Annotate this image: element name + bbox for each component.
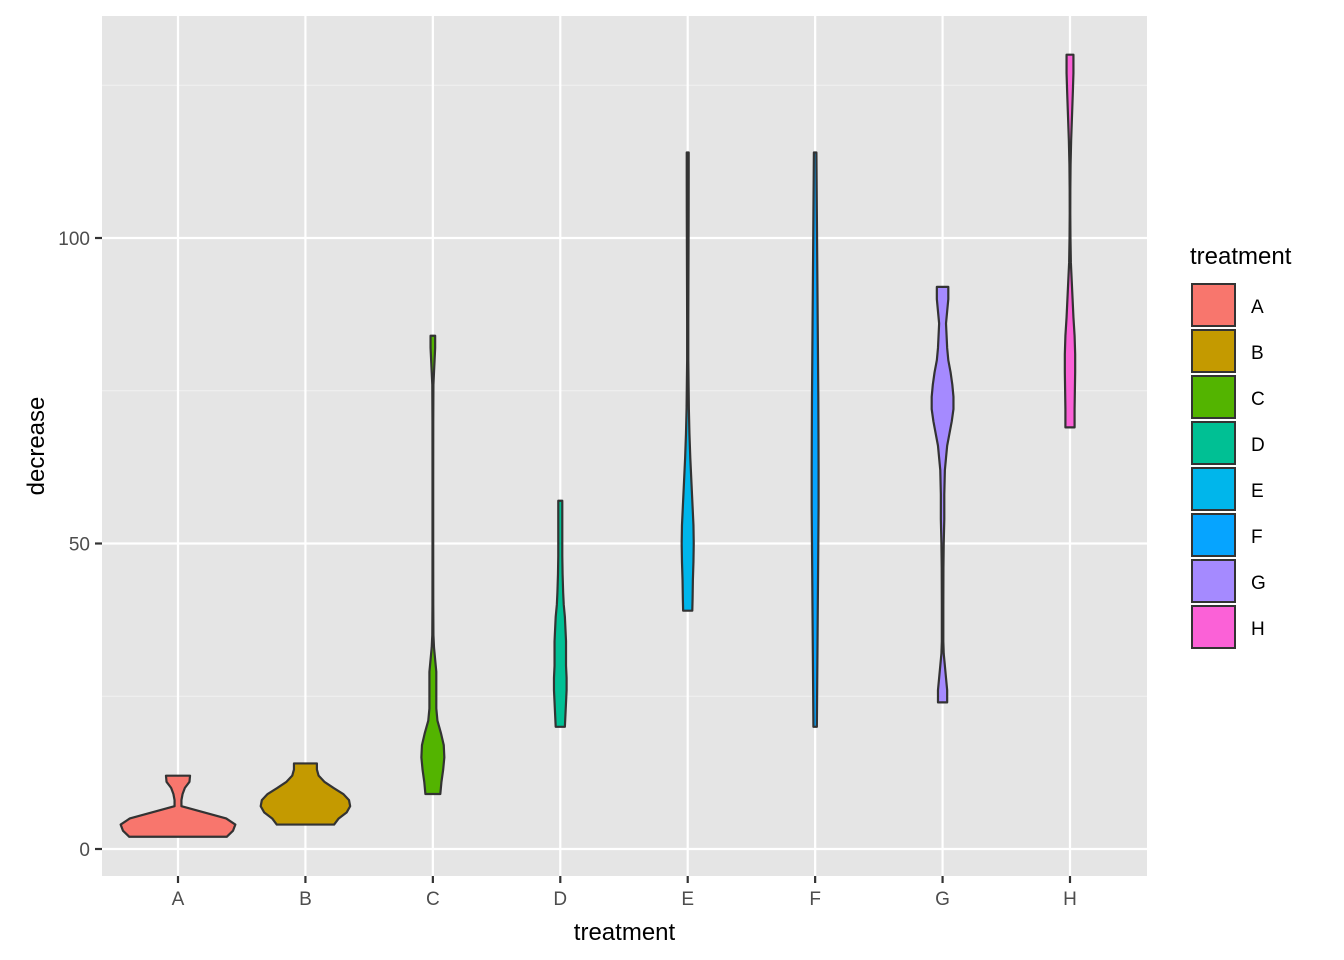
legend-key-g [1191,559,1236,603]
x-tick-label: F [809,889,821,910]
legend-label: C [1251,389,1265,410]
legend-label: B [1251,343,1264,364]
legend-key-a [1191,283,1236,327]
violin-g [930,285,955,704]
legend-label: E [1251,481,1264,502]
x-tick-label: G [935,889,950,910]
violin-d [552,499,568,728]
legend-label: F [1251,527,1263,548]
legend-key-c [1191,375,1236,419]
x-tick-label: A [172,889,185,910]
x-tick-label: D [553,889,567,910]
legend-label: G [1251,573,1266,594]
legend-label: A [1251,297,1264,318]
legend-key-b [1191,329,1236,373]
plot-panel [102,16,1147,876]
legend-label: D [1251,435,1265,456]
y-axis-title: decrease [23,397,50,496]
violin-c [420,334,446,796]
legend-label: H [1251,619,1265,640]
x-tick-label: C [426,889,440,910]
legend: treatment A B C D E F G H [1190,243,1292,649]
minor-gridlines [102,84,1147,697]
violin-h [1063,53,1077,429]
legend-key-d [1191,421,1236,465]
violin-series [119,53,1077,838]
legend-key-h [1191,605,1236,649]
x-tick-label: H [1063,889,1077,910]
x-tick-label: E [681,889,694,910]
violin-b [259,762,352,826]
x-axis-title: treatment [574,919,676,946]
legend-items: A B C D E F G H [1191,283,1266,649]
violin-f [810,151,820,728]
y-tick-label: 50 [69,535,90,556]
x-tick-label: B [299,889,312,910]
y-tick-label: 0 [79,840,90,861]
violin-e [680,151,695,612]
y-axis: 0 50 100 [58,229,102,861]
legend-title: treatment [1190,243,1292,270]
y-tick-label: 100 [58,229,90,250]
x-axis: A B C D E F G H [172,876,1077,910]
legend-key-f [1191,513,1236,557]
violin-a [119,774,237,838]
legend-key-e [1191,467,1236,511]
